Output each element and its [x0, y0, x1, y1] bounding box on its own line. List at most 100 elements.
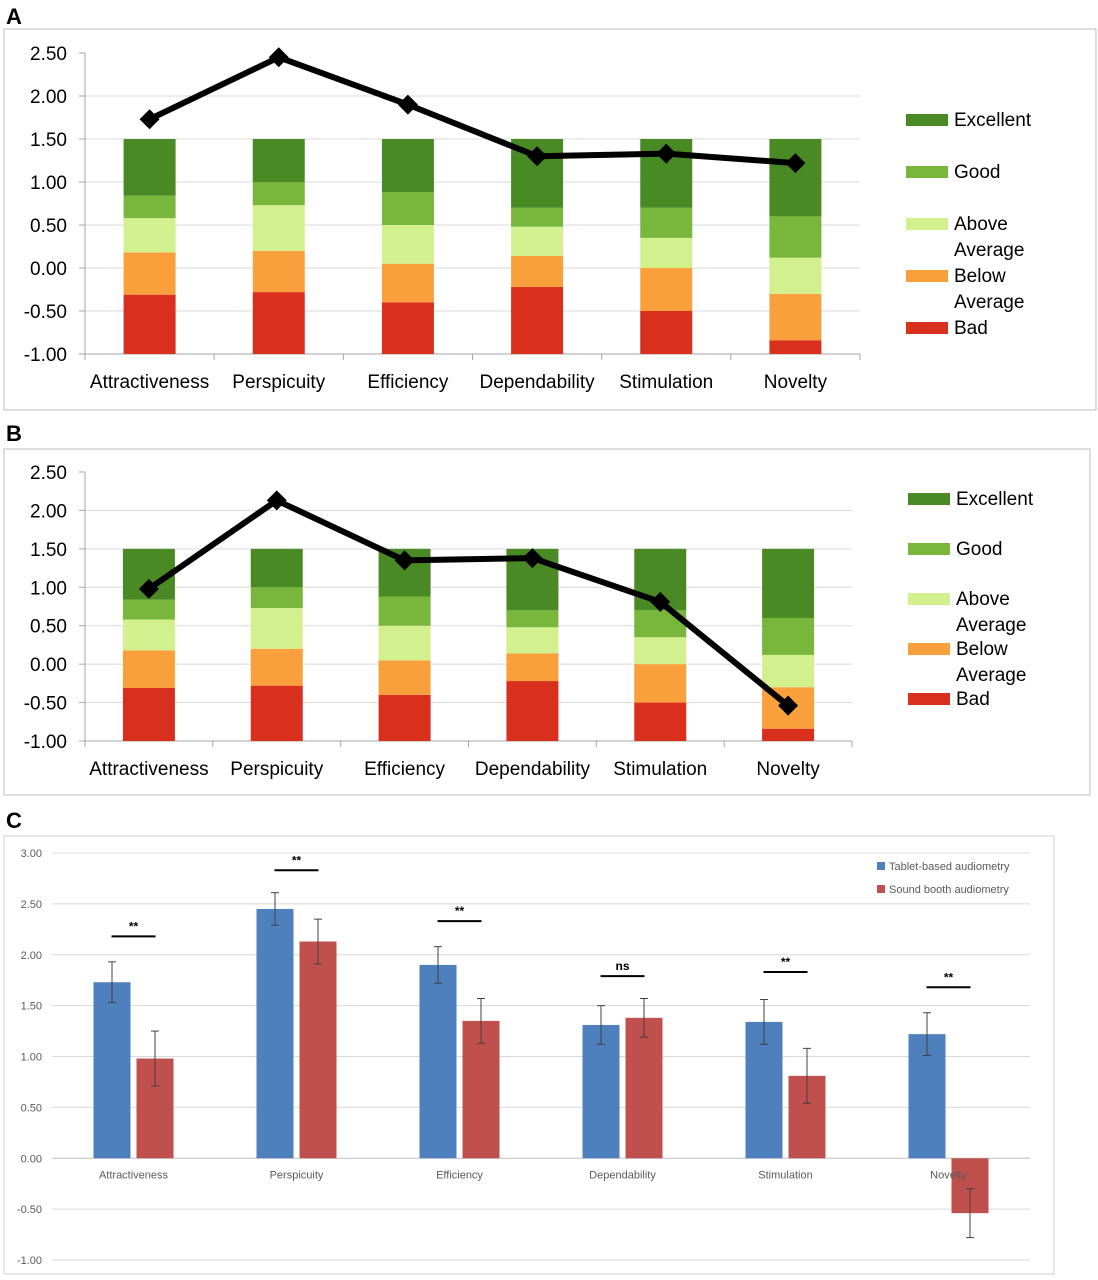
- y-tick-label: 2.50: [30, 44, 67, 65]
- legend-label: Sound booth audiometry: [889, 884, 1009, 896]
- legend-label: Average: [956, 665, 1026, 686]
- stacked-bar-segment: [381, 263, 434, 303]
- y-tick-label: 1.00: [21, 1052, 42, 1064]
- stacked-bar-segment: [250, 685, 303, 741]
- mean-marker: [650, 591, 671, 612]
- stacked-bar-segment: [252, 292, 305, 354]
- legend-label: Excellent: [956, 489, 1034, 510]
- panel-a-chart: 2.50 2.00 1.50 1.00 0.50 0.00 -0.50 -1.00 Attrac…: [24, 44, 1032, 393]
- legend-label: Bad: [954, 318, 988, 339]
- stacked-bar-segment: [252, 205, 305, 251]
- stacked-bar-segment: [378, 596, 431, 626]
- x-tick-label: Attractiveness: [89, 759, 208, 780]
- y-tick-label: -0.50: [17, 1204, 42, 1216]
- x-tick-label: Stimulation: [619, 372, 713, 393]
- x-tick-label: Novelty: [764, 372, 828, 393]
- mean-marker: [394, 550, 415, 571]
- stacked-bar-segment: [378, 660, 431, 695]
- significance-label: **: [455, 904, 465, 918]
- y-tick-label: 0.00: [30, 259, 67, 280]
- legend-label: Good: [954, 162, 1000, 183]
- x-tick-label: Attractiveness: [99, 1169, 169, 1181]
- y-tick-label: -1.00: [17, 1255, 42, 1267]
- y-tick-label: 1.50: [30, 130, 67, 151]
- stacked-bar-segment: [250, 648, 303, 686]
- stacked-bar-segment: [381, 139, 434, 193]
- legend-label: Good: [956, 539, 1002, 560]
- mean-marker: [656, 143, 677, 164]
- panel-b-label: B: [6, 421, 22, 446]
- legend-label: Excellent: [954, 110, 1032, 131]
- stacked-bar-segment: [506, 610, 559, 628]
- stacked-bar-segment: [511, 207, 564, 227]
- stacked-bar-segment: [762, 654, 815, 688]
- significance-label: ns: [615, 959, 629, 973]
- stacked-bar-segment: [762, 548, 815, 619]
- stacked-bar-segment: [640, 268, 693, 311]
- legend-label: Above: [954, 214, 1008, 235]
- stacked-bar-segment: [250, 587, 303, 609]
- x-tick-label: Novelty: [930, 1169, 967, 1181]
- legend-swatch: [877, 862, 885, 870]
- stacked-bar-segment: [640, 237, 693, 268]
- mean-marker: [266, 490, 287, 511]
- stacked-bar-segment: [769, 139, 822, 217]
- y-tick-label: -0.50: [24, 302, 67, 323]
- stacked-bar-segment: [122, 599, 175, 620]
- bar-sound-booth: [625, 1017, 663, 1159]
- y-tick-label: 2.00: [21, 950, 42, 962]
- legend-swatch: [906, 114, 948, 126]
- panel-c-label: C: [6, 808, 22, 833]
- mean-marker: [139, 109, 160, 130]
- stacked-bar-segment: [122, 619, 175, 651]
- stacked-bar-segment: [506, 653, 559, 682]
- legend-label: Above: [956, 589, 1010, 610]
- stacked-bar-segment: [511, 255, 564, 287]
- x-tick-label: Efficiency: [436, 1169, 483, 1181]
- legend-swatch: [908, 693, 950, 705]
- stacked-bar-segment: [381, 225, 434, 264]
- mean-marker: [522, 548, 543, 569]
- y-tick-label: -1.00: [24, 345, 67, 366]
- legend-label: Average: [954, 240, 1024, 261]
- legend-swatch: [908, 593, 950, 605]
- x-tick-label: Novelty: [756, 759, 820, 780]
- legend-swatch: [877, 885, 885, 893]
- stacked-bar-segment: [634, 702, 687, 741]
- stacked-bar-segment: [769, 216, 822, 258]
- x-tick-label: Perspicuity: [230, 759, 323, 780]
- x-tick-label: Attractiveness: [90, 372, 209, 393]
- stacked-bar-segment: [250, 608, 303, 649]
- y-tick-label: -0.50: [24, 694, 67, 715]
- legend-label: Average: [956, 615, 1026, 636]
- legend-label: Bad: [956, 689, 990, 710]
- stacked-bar-segment: [250, 548, 303, 588]
- mean-marker: [785, 153, 806, 174]
- mean-marker: [527, 146, 548, 167]
- y-tick-label: 0.50: [30, 617, 67, 638]
- y-tick-label: 2.00: [30, 501, 67, 522]
- stacked-bar-segment: [122, 687, 175, 741]
- mean-line: [148, 54, 796, 167]
- y-tick-label: 0.00: [21, 1153, 42, 1165]
- y-tick-label: 0.00: [30, 655, 67, 676]
- significance-label: **: [944, 970, 954, 984]
- x-tick-label: Perspicuity: [232, 372, 325, 393]
- y-tick-label: 2.50: [30, 463, 67, 484]
- panel-a-label: A: [6, 4, 22, 29]
- bar-tablet: [582, 1024, 620, 1159]
- stacked-bar-segment: [511, 226, 564, 256]
- mean-line: [147, 497, 790, 708]
- stacked-bar-segment: [123, 252, 176, 295]
- y-tick-label: 0.50: [21, 1102, 42, 1114]
- x-tick-label: Dependability: [475, 759, 591, 780]
- legend-label: Tablet-based audiometry: [889, 861, 1010, 873]
- mean-marker: [397, 94, 418, 115]
- stacked-bar-segment: [769, 293, 822, 341]
- stacked-bar-segment: [381, 302, 434, 354]
- legend-label: Below: [954, 266, 1006, 287]
- stacked-bar-segment: [123, 195, 176, 219]
- stacked-bar-segment: [506, 681, 559, 741]
- mean-marker: [138, 578, 159, 599]
